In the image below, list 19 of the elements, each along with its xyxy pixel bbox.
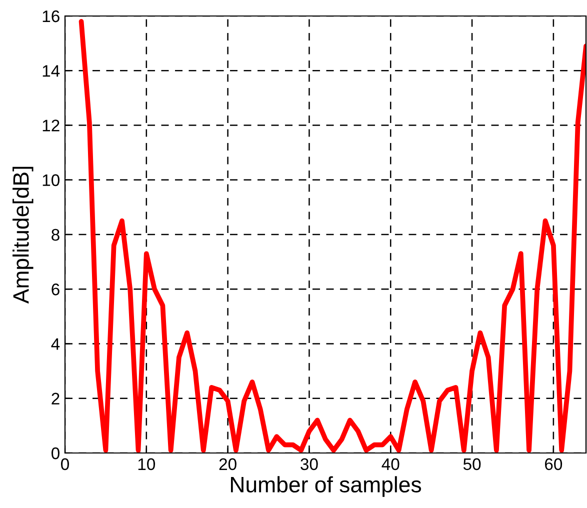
line-series xyxy=(78,19,586,453)
x-tick-label: 30 xyxy=(300,458,318,470)
x-tick-label: 10 xyxy=(138,458,156,470)
y-tick-label: 4 xyxy=(51,338,60,350)
x-tick-label: 40 xyxy=(382,458,400,470)
y-tick-label: 0 xyxy=(52,447,60,460)
y-tick-label: 8 xyxy=(52,228,60,241)
y-tick-label: 6 xyxy=(52,284,60,296)
y-axis-title: Amplitude[dB] xyxy=(12,166,34,304)
x-tick-label: 0 xyxy=(61,458,69,470)
x-tick-label: 50 xyxy=(463,458,481,470)
y-tick-label: 12 xyxy=(42,120,60,132)
y-tick-label: 2 xyxy=(52,392,60,404)
y-tick-label: 16 xyxy=(42,10,60,22)
x-tick-label: 60 xyxy=(545,458,562,470)
y-tick-label: 10 xyxy=(42,174,60,186)
x-axis-title: Number of samples xyxy=(230,476,422,497)
x-tick-label: 20 xyxy=(219,458,236,470)
y-tick-label: 14 xyxy=(42,65,60,77)
